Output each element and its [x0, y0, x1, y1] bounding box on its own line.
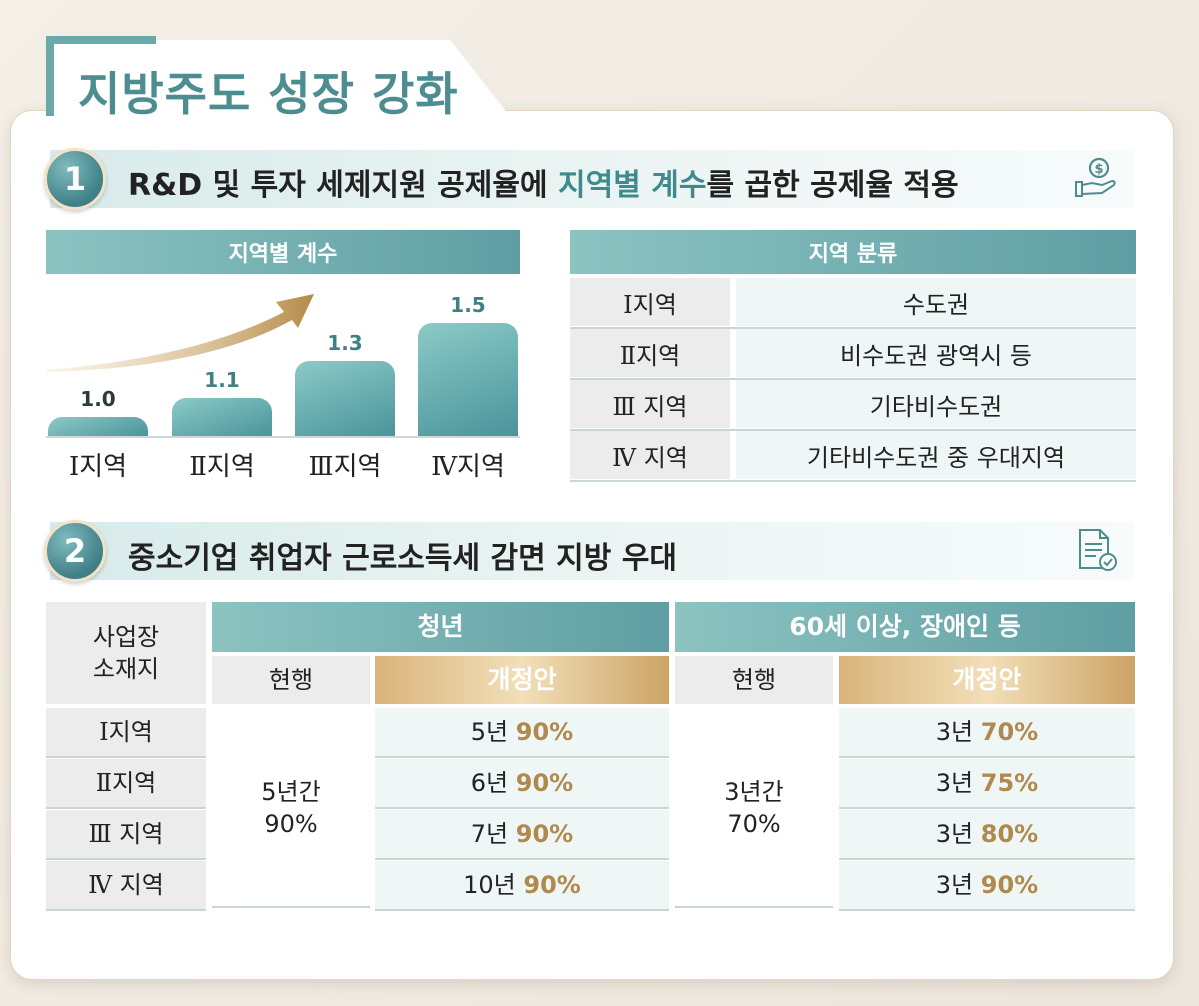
youth-proposal-value: 10년 90% [375, 861, 669, 909]
bar-category-label: Ⅲ지역 [308, 452, 382, 482]
col-current-youth: 현행 [212, 656, 370, 704]
senior-proposal-value: 3년 90% [839, 861, 1135, 909]
row-divider [375, 756, 669, 758]
section1-title: R&D 및 투자 세제지원 공제율에 지역별 계수를 곱한 공제율 적용 [128, 168, 959, 203]
row-divider [839, 756, 1135, 758]
row-divider [839, 858, 1135, 860]
region-name: Ⅳ 지역 [570, 431, 730, 479]
section1-highlight: 지역별 계수 [558, 168, 707, 203]
title-accent-bar-vertical [46, 36, 54, 116]
bar-category-label: Ⅰ지역 [68, 452, 128, 482]
row-divider [839, 909, 1135, 911]
chart-bar [172, 398, 272, 436]
row-divider [839, 807, 1135, 809]
table-bottom-line [212, 906, 370, 908]
region-desc: 수도권 [736, 278, 1136, 326]
row-region-label: Ⅲ 지역 [46, 810, 206, 858]
bar-value-label: 1.5 [450, 293, 486, 317]
row-region-label: Ⅱ지역 [46, 759, 206, 807]
col-proposal-youth: 개정안 [375, 656, 669, 704]
senior-proposal-value: 3년 75% [839, 759, 1135, 807]
region-desc: 기타비수도권 [736, 380, 1136, 428]
region-table-row: Ⅰ지역 수도권 [570, 278, 1136, 329]
row-divider [46, 756, 206, 758]
chart-bar [295, 361, 395, 436]
chart-bar [418, 323, 518, 436]
senior-proposal-value: 3년 70% [839, 708, 1135, 756]
senior-proposal-value: 3년 80% [839, 810, 1135, 858]
region-desc: 기타비수도권 중 우대지역 [736, 431, 1136, 479]
section2-number-badge: 2 [44, 520, 106, 582]
region-desc: 비수도권 광역시 등 [736, 329, 1136, 377]
region-table-row: Ⅳ 지역 기타비수도권 중 우대지역 [570, 431, 1136, 482]
row-region-label: Ⅰ지역 [46, 708, 206, 756]
bar-value-label: 1.3 [327, 331, 363, 355]
youth-current-value: 5년간 90% [212, 708, 370, 908]
chart-bar [48, 417, 148, 436]
document-check-icon [1079, 529, 1117, 571]
bar-value-label: 1.1 [204, 368, 240, 392]
col-current-senior: 현행 [675, 656, 833, 704]
table-corner-cell: 사업장 소재지 [46, 602, 206, 704]
region-table-row: Ⅱ지역 비수도권 광역시 등 [570, 329, 1136, 380]
row-divider [375, 807, 669, 809]
title-accent-bar [46, 36, 156, 44]
section1-number-badge: 1 [44, 148, 106, 210]
bar-value-label: 1.0 [80, 387, 116, 411]
region-name: Ⅰ지역 [570, 278, 730, 326]
chart-header: 지역별 계수 [46, 230, 520, 274]
svg-text:$: $ [1094, 162, 1103, 177]
row-divider [375, 858, 669, 860]
col-proposal-senior: 개정안 [839, 656, 1135, 704]
youth-proposal-value: 7년 90% [375, 810, 669, 858]
title-tab [46, 40, 516, 124]
region-name: Ⅲ 지역 [570, 380, 730, 428]
chart-baseline [46, 436, 520, 438]
page-title: 지방주도 성장 강화 [78, 67, 459, 121]
region-name: Ⅱ지역 [570, 329, 730, 377]
section1-header-bar [50, 150, 1134, 208]
table-bottom-line [675, 906, 833, 908]
row-divider [375, 909, 669, 911]
row-divider [46, 858, 206, 860]
region-table-header: 지역 분류 [570, 230, 1136, 274]
row-divider [46, 807, 206, 809]
region-table-row: Ⅲ 지역 기타비수도권 [570, 380, 1136, 431]
section2-header-bar [50, 522, 1134, 580]
senior-current-value: 3년간 70% [675, 708, 833, 908]
group-header-youth: 청년 [212, 602, 669, 652]
bar-category-label: Ⅳ지역 [431, 452, 505, 482]
youth-proposal-value: 5년 90% [375, 708, 669, 756]
growth-arrow-icon [46, 294, 314, 372]
money-hand-icon: $ [1075, 157, 1116, 197]
section2-title: 중소기업 취업자 근로소득세 감면 지방 우대 [128, 541, 678, 576]
row-region-label: Ⅳ 지역 [46, 861, 206, 909]
row-divider [46, 909, 206, 911]
bar-category-label: Ⅱ지역 [189, 452, 255, 482]
group-header-senior: 60세 이상, 장애인 등 [675, 602, 1135, 652]
youth-proposal-value: 6년 90% [375, 759, 669, 807]
